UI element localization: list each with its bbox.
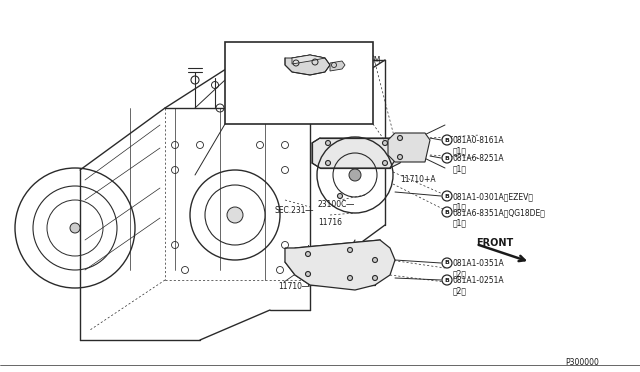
- Text: B: B: [445, 278, 449, 282]
- Circle shape: [372, 276, 378, 280]
- Text: B: B: [445, 209, 449, 215]
- Text: 081A6-8251A: 081A6-8251A: [453, 154, 504, 163]
- Text: （1）: （1）: [453, 218, 467, 227]
- Circle shape: [348, 247, 353, 253]
- Bar: [225, 42, 373, 124]
- Text: B: B: [445, 260, 449, 266]
- Text: -11715: -11715: [232, 102, 259, 111]
- Circle shape: [442, 153, 452, 163]
- Text: P300000: P300000: [565, 358, 599, 367]
- Circle shape: [227, 207, 243, 223]
- Circle shape: [397, 135, 403, 141]
- Polygon shape: [330, 61, 345, 71]
- Circle shape: [348, 276, 353, 280]
- Text: 11710―: 11710―: [278, 282, 310, 291]
- Text: -11718M: -11718M: [340, 68, 373, 77]
- Text: 081A6-8351A〈QG18DE〉: 081A6-8351A〈QG18DE〉: [453, 208, 546, 217]
- Circle shape: [70, 223, 80, 233]
- Circle shape: [442, 275, 452, 285]
- Text: SEC.231―: SEC.231―: [275, 206, 314, 215]
- Circle shape: [372, 257, 378, 263]
- Text: B: B: [445, 138, 449, 142]
- Circle shape: [383, 141, 387, 145]
- Text: 081A1-0351A: 081A1-0351A: [453, 259, 505, 268]
- Text: 11716: 11716: [318, 218, 342, 227]
- Circle shape: [383, 160, 387, 166]
- Circle shape: [305, 251, 310, 257]
- Text: B: B: [445, 155, 449, 160]
- Text: FRONT: FRONT: [476, 238, 513, 248]
- Text: （1）: （1）: [453, 146, 467, 155]
- Circle shape: [442, 207, 452, 217]
- Polygon shape: [388, 133, 430, 162]
- Text: B: B: [445, 193, 449, 199]
- Circle shape: [326, 160, 330, 166]
- Text: 081A0-8161A: 081A0-8161A: [453, 136, 504, 145]
- Circle shape: [442, 135, 452, 145]
- Text: （2）: （2）: [453, 286, 467, 295]
- Text: （1）: （1）: [453, 164, 467, 173]
- Text: 23100C―: 23100C―: [318, 200, 355, 209]
- Text: （1）: （1）: [453, 202, 467, 211]
- Circle shape: [442, 191, 452, 201]
- Polygon shape: [285, 240, 395, 290]
- Circle shape: [442, 258, 452, 268]
- Circle shape: [337, 193, 342, 199]
- Circle shape: [305, 272, 310, 276]
- Text: 081A1-0251A: 081A1-0251A: [453, 276, 504, 285]
- Text: -11926M: -11926M: [348, 56, 381, 65]
- Polygon shape: [312, 138, 405, 168]
- Circle shape: [397, 154, 403, 160]
- Circle shape: [349, 169, 361, 181]
- Text: （2）: （2）: [453, 269, 467, 278]
- Text: W/DA/C: W/DA/C: [231, 52, 265, 61]
- Polygon shape: [285, 55, 330, 75]
- Text: 081A1-0301A〈EZEV〉: 081A1-0301A〈EZEV〉: [453, 192, 534, 201]
- Polygon shape: [292, 55, 325, 64]
- Circle shape: [326, 141, 330, 145]
- Text: 11710+A: 11710+A: [400, 175, 436, 184]
